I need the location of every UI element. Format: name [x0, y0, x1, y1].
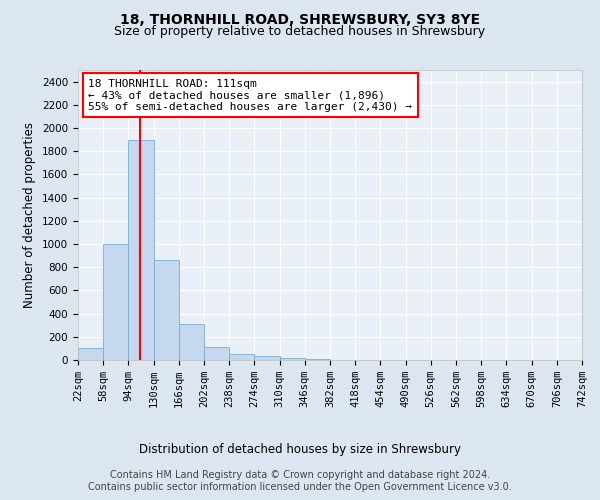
Bar [204, 347, 229, 360]
Bar [179, 324, 204, 360]
Bar [154, 260, 179, 360]
Bar [229, 354, 254, 360]
Text: 18, THORNHILL ROAD, SHREWSBURY, SY3 8YE: 18, THORNHILL ROAD, SHREWSBURY, SY3 8YE [120, 12, 480, 26]
Bar [305, 359, 330, 360]
Bar [128, 140, 154, 360]
Text: Contains public sector information licensed under the Open Government Licence v3: Contains public sector information licen… [88, 482, 512, 492]
Text: Size of property relative to detached houses in Shrewsbury: Size of property relative to detached ho… [115, 25, 485, 38]
Bar [103, 244, 128, 360]
Bar [254, 356, 280, 360]
Bar [280, 358, 305, 360]
Bar [78, 348, 103, 360]
Text: 18 THORNHILL ROAD: 111sqm
← 43% of detached houses are smaller (1,896)
55% of se: 18 THORNHILL ROAD: 111sqm ← 43% of detac… [88, 78, 412, 112]
Text: Distribution of detached houses by size in Shrewsbury: Distribution of detached houses by size … [139, 442, 461, 456]
Text: Contains HM Land Registry data © Crown copyright and database right 2024.: Contains HM Land Registry data © Crown c… [110, 470, 490, 480]
Y-axis label: Number of detached properties: Number of detached properties [23, 122, 37, 308]
